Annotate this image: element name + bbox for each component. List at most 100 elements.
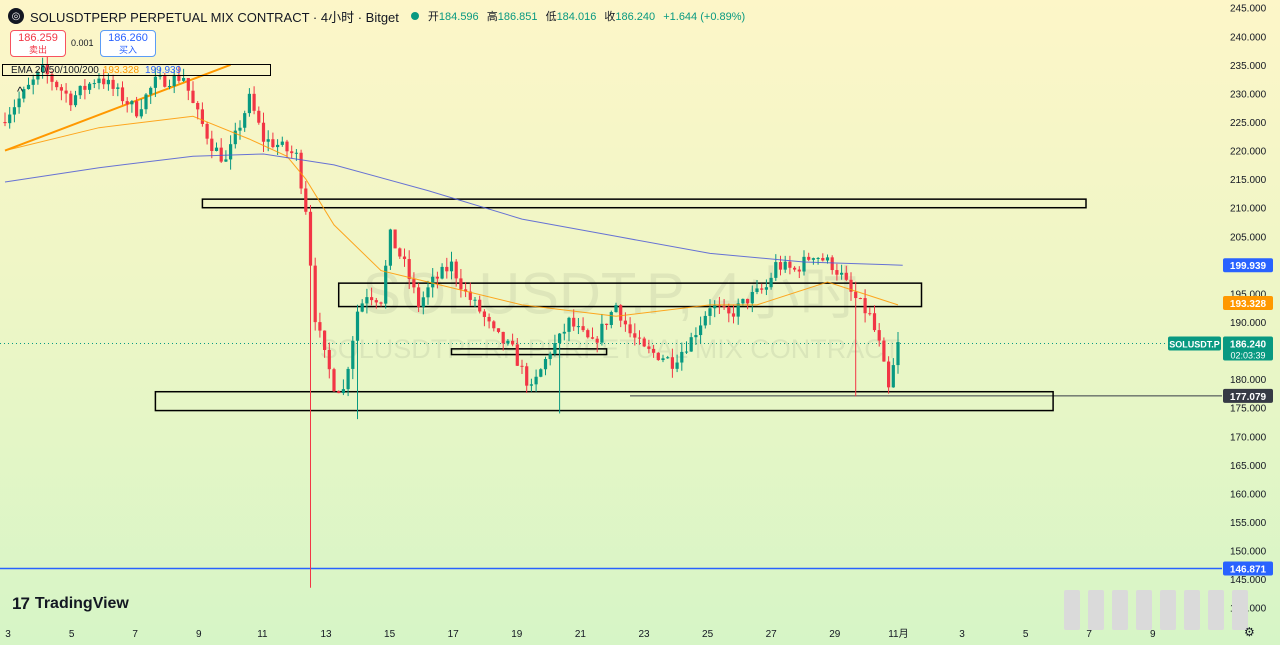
candle-body — [229, 144, 233, 160]
candle-body — [614, 305, 618, 313]
close-value: 186.240 — [615, 11, 656, 23]
candle-body — [351, 340, 355, 369]
candle-body — [323, 330, 327, 350]
candle-body — [727, 306, 731, 314]
axis-price-label: 193.328 — [1223, 295, 1273, 310]
candle-body — [243, 113, 247, 128]
candle-body — [802, 256, 806, 272]
x-tick-label: 17 — [448, 629, 460, 640]
y-tick-label: 145.000 — [1230, 575, 1267, 586]
thumbnail-strip — [1136, 590, 1152, 630]
x-tick-label: 3 — [5, 629, 11, 640]
candle-body — [689, 337, 693, 352]
symbol-title[interactable]: SOLUSDTPERP PERPETUAL MIX CONTRACT · 4小时… — [30, 9, 399, 25]
candle-body — [464, 289, 468, 292]
low-value: 184.016 — [556, 11, 597, 23]
ema-legend-value-b: 199.939 — [145, 65, 182, 76]
candle-body — [539, 369, 543, 377]
sr-zone-rect — [450, 348, 608, 356]
candle-body — [887, 361, 891, 388]
candle-body — [8, 114, 12, 124]
candle-body — [276, 144, 280, 148]
y-tick-label: 180.000 — [1230, 375, 1267, 386]
candle-body — [196, 102, 200, 110]
candle-body — [50, 74, 54, 82]
candle-body — [144, 94, 148, 110]
candle-body — [445, 266, 449, 272]
candle-body — [200, 109, 204, 124]
candle-body — [882, 340, 886, 362]
x-tick-label: 7 — [1086, 629, 1092, 640]
candle-body — [3, 122, 7, 124]
candle-body — [41, 64, 45, 73]
candle-body — [525, 366, 529, 386]
collapse-legend-icon[interactable]: ^ — [17, 84, 24, 99]
symbol-tag-badge — [1168, 336, 1221, 351]
candle-body — [435, 276, 439, 279]
candle-body — [379, 302, 383, 304]
thumbnail-strip — [1184, 590, 1200, 630]
x-tick-label: 11月 — [888, 628, 908, 640]
candle-body — [506, 340, 510, 344]
y-tick-label: 215.000 — [1230, 175, 1267, 186]
candle-body — [233, 130, 237, 145]
candle-body — [840, 272, 844, 275]
candle-body — [407, 259, 411, 280]
candle-body — [581, 326, 585, 331]
ema-legend[interactable]: EMA 20/50/100/200 193.328 199.939 — [2, 64, 271, 76]
candle-body — [778, 262, 783, 270]
candle-body — [830, 257, 834, 271]
candle-body — [327, 349, 331, 370]
candle-body — [670, 357, 674, 369]
thumbnail-strip — [1064, 590, 1080, 630]
candle-body — [219, 147, 223, 162]
candle-body — [346, 368, 350, 390]
candle-body — [553, 343, 557, 354]
sell-button[interactable]: 186.259 卖出 — [10, 30, 66, 57]
candle-body — [652, 348, 656, 353]
buy-button[interactable]: 186.260 买入 — [100, 30, 156, 57]
axis-price-badge — [1223, 258, 1273, 273]
y-tick-label: 235.000 — [1230, 61, 1267, 72]
trendline — [4, 63, 231, 152]
y-tick-label: 245.000 — [1230, 4, 1267, 15]
candle-body — [421, 297, 425, 307]
candle-body — [205, 123, 209, 139]
axis-price-badge — [1223, 388, 1273, 403]
change-value: +1.644 (+0.89%) — [663, 11, 746, 23]
candle-body — [821, 257, 825, 261]
candle-body — [73, 95, 78, 106]
candle-body — [224, 159, 228, 162]
candle-body — [511, 340, 515, 345]
candle-body — [365, 297, 369, 304]
candle-body — [374, 300, 378, 303]
candle-body — [172, 74, 176, 86]
candle-body — [877, 330, 881, 341]
candle-body — [332, 369, 336, 392]
candle-body — [642, 338, 646, 347]
sell-price: 186.259 — [18, 32, 58, 44]
candle-body — [304, 188, 308, 212]
x-tick-label: 19 — [511, 629, 523, 640]
candle-body — [515, 344, 519, 366]
axis-price-text: 199.939 — [1230, 261, 1267, 272]
settings-gear-icon[interactable]: ⚙ — [1244, 625, 1255, 639]
tradingview-logo: 17 TradingView — [12, 594, 129, 614]
candle-body — [558, 333, 562, 344]
candle-body — [252, 93, 256, 111]
candle-body — [835, 270, 839, 275]
candle-body — [92, 83, 96, 85]
candle-body — [496, 328, 501, 332]
candle-body — [393, 229, 397, 249]
candle-body — [478, 299, 482, 312]
ema-legend-value-a: 193.328 — [102, 65, 140, 76]
x-tick-label: 29 — [829, 629, 841, 640]
candle-body — [703, 315, 707, 326]
candle-body — [257, 110, 261, 123]
axis-price-badge — [1223, 561, 1273, 576]
candle-body — [177, 74, 181, 81]
candle-body — [285, 141, 289, 152]
candle-body — [605, 323, 609, 325]
